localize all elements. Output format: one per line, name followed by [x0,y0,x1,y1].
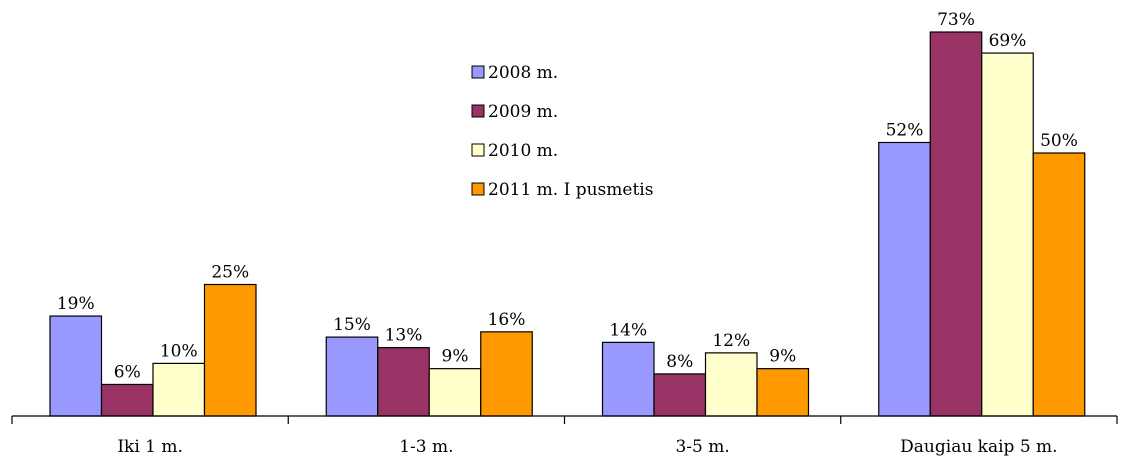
category-label: Daugiau kaip 5 m. [900,437,1057,457]
data-label: 8% [666,352,693,372]
bar [1032,152,1086,417]
bar [203,283,257,417]
data-label: 73% [937,10,975,30]
data-label: 69% [989,31,1027,51]
category-label: 1-3 m. [399,437,453,457]
data-label: 52% [886,120,924,140]
bar [704,352,758,417]
category-label: 3-5 m. [675,437,729,457]
bars-layer [49,31,1086,417]
legend-swatch [471,182,485,196]
bar [480,331,533,417]
legend-swatch [471,65,485,79]
bar [601,341,655,417]
data-label: 15% [333,315,371,335]
data-label: 12% [712,331,750,351]
bar [428,368,482,417]
bar [653,373,707,417]
legend-swatch [471,143,485,157]
bar [981,52,1034,417]
x-axis [11,415,1118,424]
bar [152,362,206,417]
legend-label: 2011 m. I pusmetis [488,180,653,200]
data-label: 10% [160,341,198,361]
legend-label: 2009 m. [488,102,558,122]
bar [325,336,379,417]
bar [878,141,931,417]
data-label: 6% [114,362,141,382]
data-labels-layer: 19% 6% 10% 25% 15% 13% 9% 16% 14% 8% 12% 9% 52% 73% 69… [57,10,1078,382]
category-labels-layer: Iki 1 m. 1-3 m. 3-5 m. Daugiau kaip 5 m. [117,437,1057,457]
bar [49,315,103,417]
data-label: 13% [385,326,423,346]
category-label: Iki 1 m. [117,437,183,457]
legend-label: 2010 m. [488,141,558,161]
data-label: 19% [57,294,95,314]
data-label: 16% [488,310,526,330]
bar [100,383,154,417]
legend-swatch [471,104,485,118]
legend: 2008 m. 2009 m. 2010 m. 2011 m. I pusmetis [471,63,653,200]
data-label: 25% [211,263,249,283]
data-label: 9% [442,347,469,367]
bar [929,31,983,417]
data-label: 14% [609,320,647,340]
data-label: 9% [769,347,796,367]
bar [756,368,810,417]
data-label: 50% [1040,131,1078,151]
bar [377,347,430,417]
legend-label: 2008 m. [488,63,558,83]
